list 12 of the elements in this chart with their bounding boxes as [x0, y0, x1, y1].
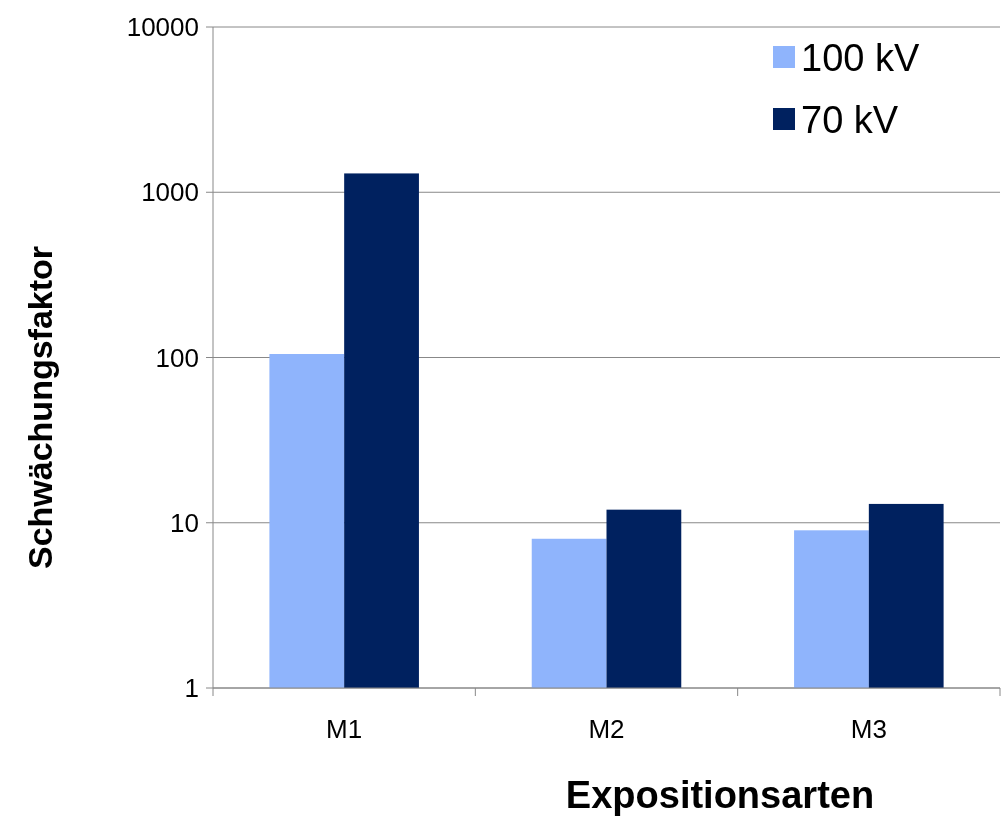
- y-axis-title: Schwächungsfaktor: [21, 245, 59, 570]
- x-tick-label: M2: [588, 714, 625, 744]
- y-tick-label: 1: [184, 673, 199, 703]
- x-axis-title: Expositionsarten: [565, 774, 875, 816]
- x-tick-label: M1: [326, 714, 363, 744]
- legend-label: 70 kV: [801, 99, 899, 141]
- y-tick-label: 10: [170, 507, 199, 538]
- y-tick-label: 1000: [141, 177, 199, 208]
- y-tick-label: 100: [155, 342, 199, 373]
- legend-label: 100 kV: [801, 37, 920, 79]
- y-tick-label: 10000: [126, 12, 199, 42]
- x-tick-label: M3: [850, 714, 887, 744]
